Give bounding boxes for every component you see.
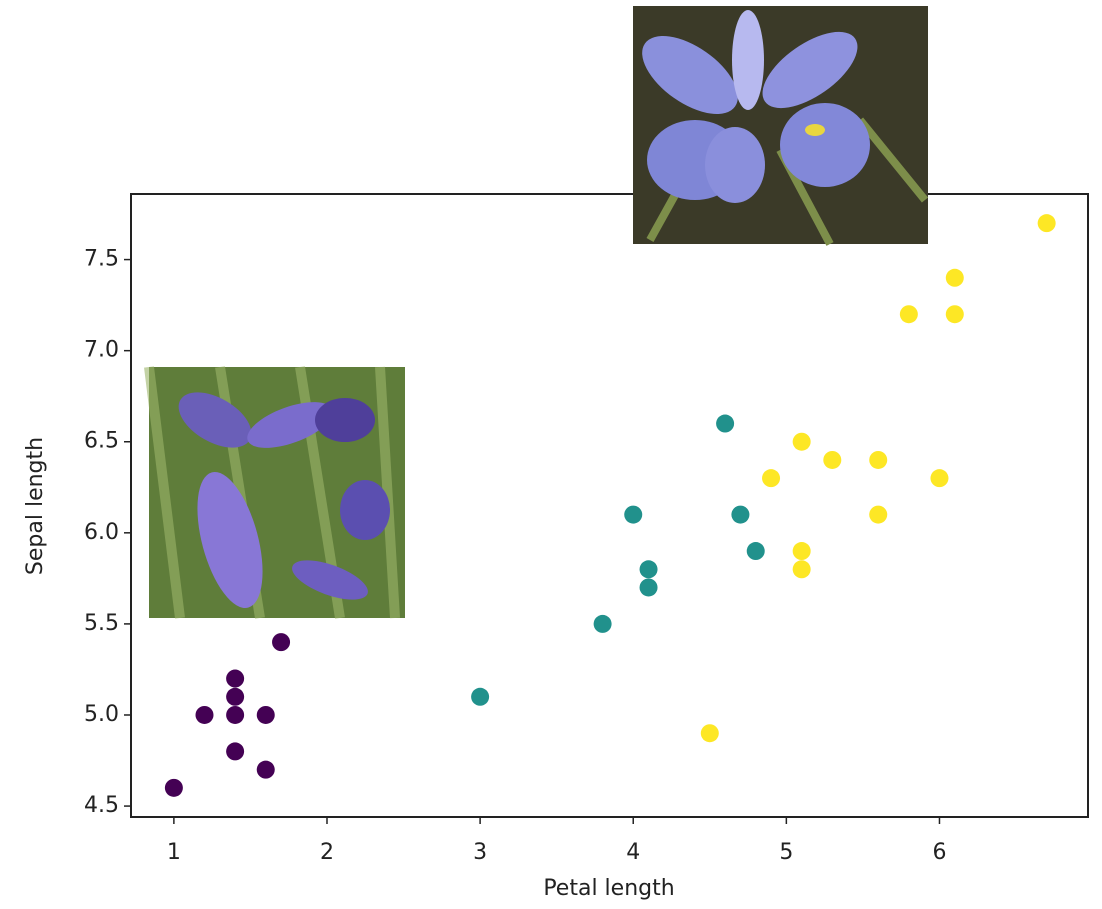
point [793, 542, 811, 560]
x-axis-label: Petal length [543, 876, 674, 901]
point [793, 560, 811, 578]
point [257, 761, 275, 779]
point [226, 670, 244, 688]
point [823, 451, 841, 469]
point [946, 269, 964, 287]
x-tick-label: 1 [167, 840, 181, 865]
point [930, 469, 948, 487]
y-tick-label: 4.5 [84, 793, 119, 818]
y-tick-label: 6.5 [84, 429, 119, 454]
point [165, 779, 183, 797]
y-tick-label: 6.0 [84, 520, 119, 545]
point [747, 542, 765, 560]
point [762, 469, 780, 487]
point [640, 560, 658, 578]
point [594, 615, 612, 633]
point [869, 506, 887, 524]
y-tick-label: 7.5 [84, 247, 119, 272]
x-tick-label: 6 [932, 840, 946, 865]
point [900, 305, 918, 323]
x-tick-label: 4 [626, 840, 640, 865]
point [471, 688, 489, 706]
iris-photo-left [149, 367, 405, 618]
point [946, 305, 964, 323]
point [869, 451, 887, 469]
y-tick-label: 7.0 [84, 338, 119, 363]
point [731, 506, 749, 524]
point [793, 433, 811, 451]
point [226, 706, 244, 724]
point [257, 706, 275, 724]
y-tick-label: 5.5 [84, 611, 119, 636]
point [716, 415, 734, 433]
y-tick-label: 5.0 [84, 702, 119, 727]
point [701, 724, 719, 742]
point [640, 578, 658, 596]
point [1038, 214, 1056, 232]
point [226, 742, 244, 760]
chart: 1 2 3 4 5 6 4.5 5.0 5.5 6.0 6.5 7.0 7.5 Petal length… [0, 0, 1102, 909]
point [226, 688, 244, 706]
point [195, 706, 213, 724]
point [624, 506, 642, 524]
y-axis-label: Sepal length [23, 437, 48, 575]
x-tick-label: 3 [473, 840, 487, 865]
x-tick-label: 5 [779, 840, 793, 865]
iris-photo-top [629, 6, 928, 244]
point [272, 633, 290, 651]
x-tick-label: 2 [320, 840, 334, 865]
